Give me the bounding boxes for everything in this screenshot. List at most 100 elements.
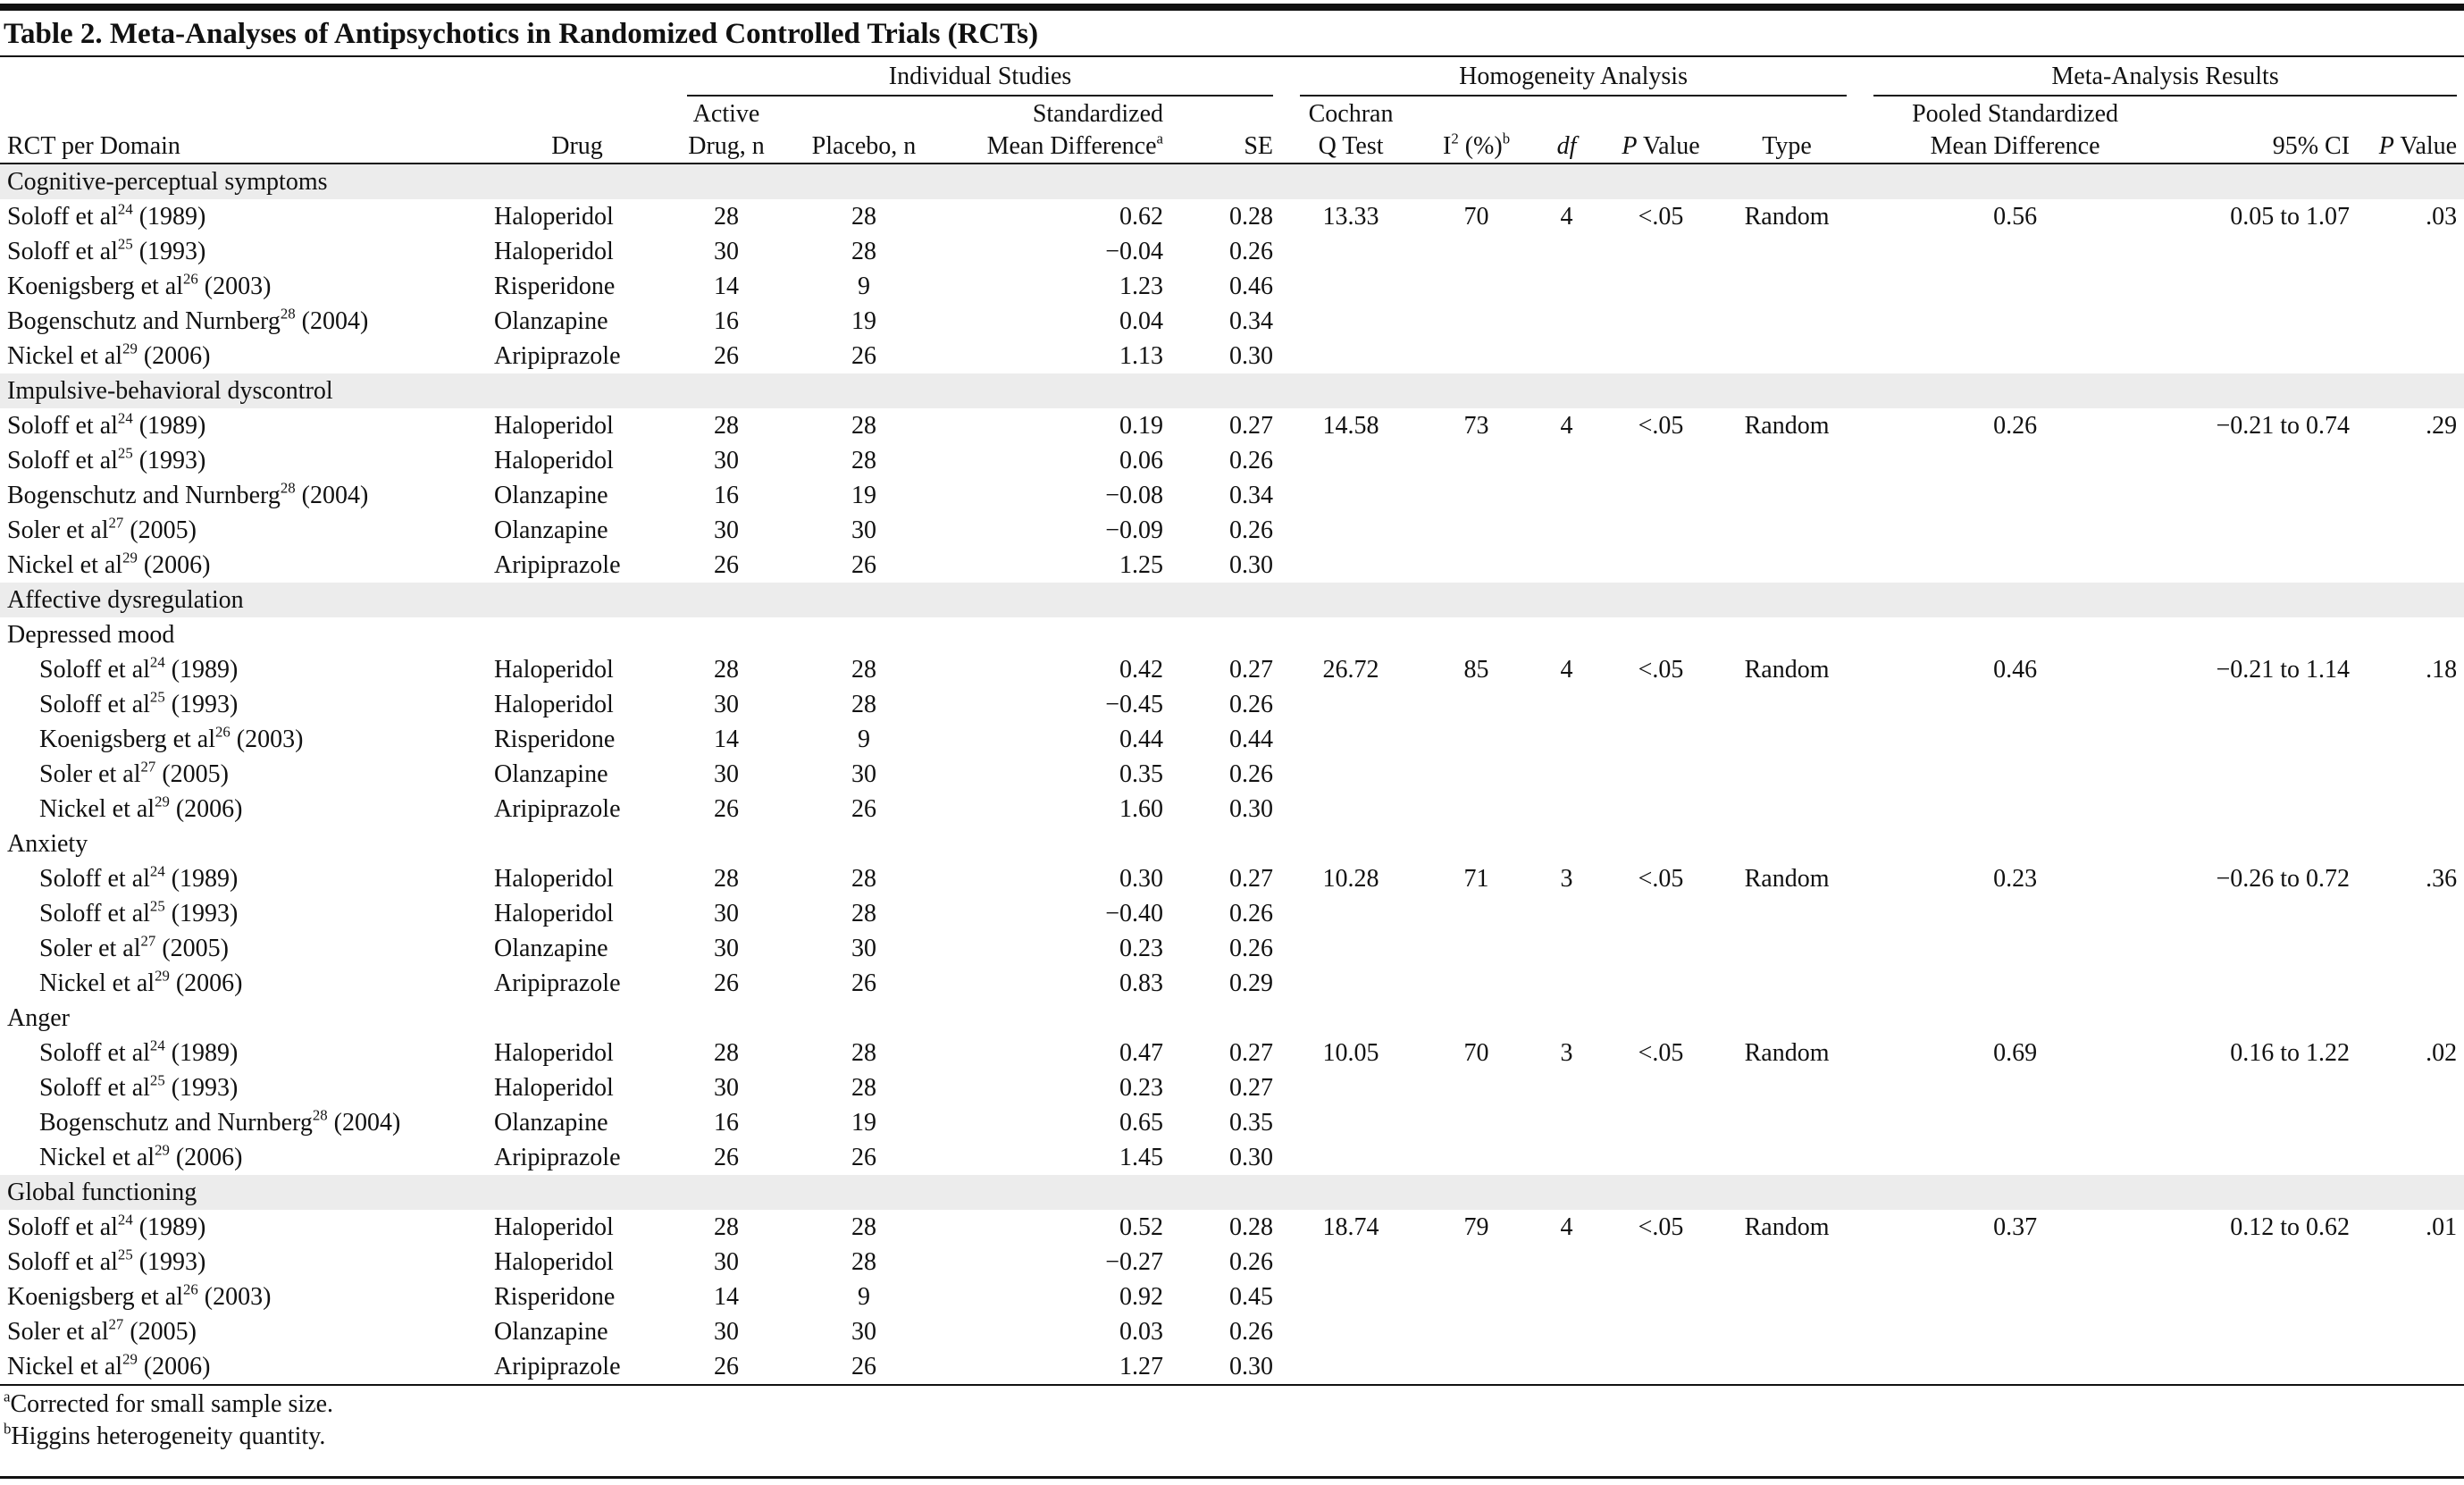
footnote: bHiggins heterogeneity quantity.	[4, 1421, 325, 1452]
stat-i2: 70	[1463, 1039, 1489, 1067]
study-row: Soloff et al25 (1993) Haloperidol 30 28 −0.4…	[0, 896, 2464, 931]
empty-cell	[2357, 792, 2464, 826]
empty-cell	[2357, 478, 2464, 513]
empty-cell	[1854, 966, 2176, 1001]
study-year: (2006)	[175, 1144, 243, 1171]
empty-cell	[1531, 1070, 1602, 1105]
empty-cell	[1280, 687, 1421, 722]
study-row: Soloff et al25 (1993) Haloperidol 30 28 0.06…	[0, 443, 2464, 478]
study-year: (2006)	[175, 795, 243, 823]
empty-cell	[1421, 966, 1531, 1001]
empty-cell	[1421, 1314, 1531, 1349]
empty-cell	[1720, 896, 1854, 931]
empty-cell	[1602, 478, 1720, 513]
stat-df: 4	[1560, 1213, 1573, 1241]
study-cell: Soloff et al25 (1993)	[0, 1070, 487, 1105]
empty-cell	[2357, 687, 2464, 722]
drug: Aripiprazole	[494, 795, 621, 823]
empty-cell	[1280, 757, 1421, 792]
study-cell: Nickel et al29 (2006)	[0, 1140, 487, 1175]
empty-cell	[1421, 1245, 1531, 1279]
results-table: Individual Studies Homogeneity Analysis …	[0, 55, 2464, 1386]
subsection-label: Anger	[7, 1004, 70, 1032]
drug: Risperidone	[494, 1283, 616, 1311]
stat-ci: −0.21 to 1.14	[2216, 656, 2351, 684]
empty-cell	[2357, 1314, 2464, 1349]
se: 0.26	[1229, 1318, 1274, 1346]
drug: Olanzapine	[494, 760, 608, 788]
active-n: 16	[714, 482, 739, 509]
subsection-label: Depressed mood	[7, 621, 175, 649]
empty-cell	[2176, 478, 2357, 513]
placebo-n: 9	[858, 273, 870, 300]
empty-cell	[2357, 966, 2464, 1001]
study-cell: Soloff et al24 (1989)	[0, 652, 487, 687]
study-cell: Soloff et al25 (1993)	[0, 687, 487, 722]
active-n: 30	[714, 447, 739, 474]
study-author: Soloff et al	[7, 238, 118, 265]
smd: 0.19	[1119, 412, 1163, 440]
placebo-n: 26	[851, 551, 876, 579]
empty-cell	[1531, 896, 1602, 931]
active-n: 16	[714, 307, 739, 335]
study-row: Soloff et al25 (1993) Haloperidol 30 28 −0.0…	[0, 234, 2464, 269]
stat-i2: 79	[1463, 1213, 1489, 1241]
placebo-n: 28	[851, 447, 876, 474]
subsection-row: Depressed mood	[0, 617, 2464, 652]
drug: Haloperidol	[494, 1213, 614, 1241]
empty-cell	[1531, 443, 1602, 478]
study-row: Koenigsberg et al26 (2003) Risperidone 14 9…	[0, 722, 2464, 757]
empty-cell	[1421, 722, 1531, 757]
column-header: Active	[692, 100, 760, 128]
placebo-n: 19	[851, 307, 876, 335]
smd: −0.27	[1105, 1248, 1163, 1276]
footnote-mark: a	[1156, 130, 1163, 147]
reference-number: 25	[117, 444, 133, 462]
smd: 0.52	[1119, 1213, 1163, 1241]
empty-cell	[1602, 339, 1720, 373]
empty-cell	[2176, 269, 2357, 304]
empty-cell	[1421, 792, 1531, 826]
empty-cell	[1531, 687, 1602, 722]
active-n: 28	[714, 1213, 739, 1241]
drug: Haloperidol	[494, 412, 614, 440]
active-n: 26	[667, 1349, 785, 1386]
smd: 0.42	[1119, 656, 1163, 684]
empty-cell	[1854, 896, 2176, 931]
stat-pooled: 0.23	[1993, 865, 2038, 893]
empty-cell	[1720, 792, 1854, 826]
section-label: Affective dysregulation	[0, 583, 2464, 617]
se: 0.34	[1229, 482, 1274, 509]
active-n: 30	[714, 1074, 739, 1102]
study-year: (1989)	[138, 1213, 206, 1241]
placebo-n: 19	[851, 482, 876, 509]
drug: Risperidone	[494, 273, 616, 300]
drug: Aripiprazole	[487, 1349, 667, 1386]
study-year: (2006)	[175, 969, 243, 997]
reference-number: 24	[117, 409, 133, 427]
section-label: Impulsive-behavioral dyscontrol	[0, 373, 2464, 408]
empty-cell	[1531, 931, 1602, 966]
se: 0.45	[1229, 1283, 1274, 1311]
empty-cell	[1854, 1140, 2176, 1175]
section-label: Global functioning	[0, 1175, 2464, 1210]
reference-number: 25	[117, 235, 133, 253]
column-header: 95% CI	[2176, 130, 2358, 164]
empty-cell	[1421, 548, 1531, 583]
empty-cell	[1720, 548, 1854, 583]
reference-number: 25	[149, 688, 165, 706]
study-author: Nickel et al	[7, 551, 123, 579]
stat-q: 13.33	[1322, 203, 1379, 231]
reference-number: 28	[280, 479, 296, 497]
empty-cell	[1720, 1245, 1854, 1279]
empty-cell	[1531, 339, 1602, 373]
active-n: 14	[714, 273, 739, 300]
empty-cell	[1531, 269, 1602, 304]
empty-cell	[1531, 1245, 1602, 1279]
empty-cell	[1280, 304, 1421, 339]
study-cell: Soloff et al25 (1993)	[0, 443, 487, 478]
stat-p-value: .01	[2426, 1213, 2458, 1241]
column-header: I2 (%)b	[1421, 130, 1532, 164]
empty-cell	[1280, 1140, 1421, 1175]
empty-cell	[1854, 1279, 2176, 1314]
